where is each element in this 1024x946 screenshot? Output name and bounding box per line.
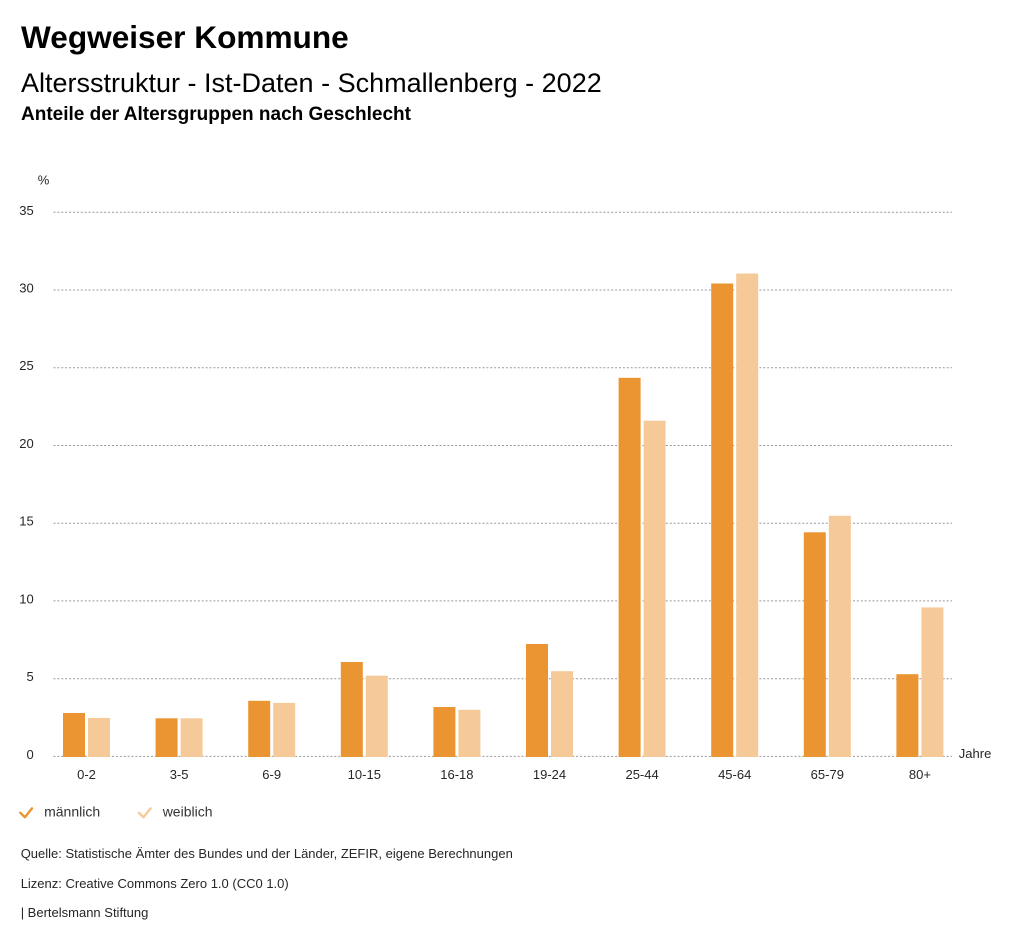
svg-text:5: 5 [26, 669, 33, 684]
svg-text:65-79: 65-79 [811, 767, 844, 782]
svg-text:25-44: 25-44 [625, 767, 658, 782]
svg-text:10: 10 [19, 591, 33, 606]
svg-text:20: 20 [19, 436, 33, 451]
svg-text:0-2: 0-2 [77, 767, 96, 782]
svg-text:80+: 80+ [909, 767, 931, 782]
svg-text:6-9: 6-9 [262, 767, 281, 782]
svg-text:0: 0 [26, 747, 33, 762]
svg-text:Jahre: Jahre [959, 746, 992, 761]
svg-text:%: % [38, 172, 50, 187]
svg-text:männlich: männlich [44, 804, 100, 820]
svg-text:15: 15 [19, 514, 33, 529]
svg-text:10-15: 10-15 [348, 767, 381, 782]
svg-text:30: 30 [19, 281, 33, 296]
svg-text:3-5: 3-5 [170, 767, 189, 782]
svg-text:25: 25 [19, 358, 33, 373]
svg-text:35: 35 [19, 203, 33, 218]
svg-text:16-18: 16-18 [440, 767, 473, 782]
svg-text:19-24: 19-24 [533, 767, 566, 782]
svg-text:weiblich: weiblich [162, 804, 213, 820]
svg-text:45-64: 45-64 [718, 767, 751, 782]
